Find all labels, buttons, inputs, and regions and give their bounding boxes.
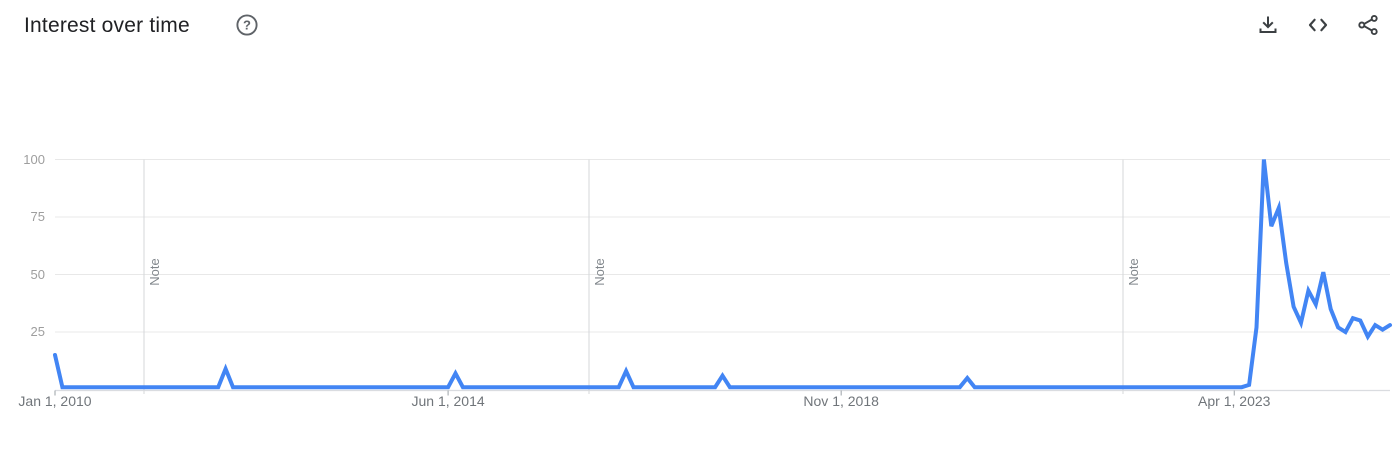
toolbar bbox=[1248, 6, 1388, 46]
y-tick-label-25: 25 bbox=[30, 324, 45, 339]
embed-icon bbox=[1306, 13, 1330, 40]
x-tick-label-3: Apr 1, 2023 bbox=[1198, 393, 1271, 409]
y-tick-label-100: 100 bbox=[23, 151, 45, 167]
help-icon: ? bbox=[235, 13, 259, 40]
note-annotation-2[interactable]: Note bbox=[1126, 258, 1141, 286]
page-title: Interest over time bbox=[24, 14, 190, 37]
download-icon bbox=[1256, 13, 1280, 40]
embed-button[interactable] bbox=[1298, 6, 1338, 46]
x-tick-label-0: Jan 1, 2010 bbox=[18, 393, 92, 409]
share-button[interactable] bbox=[1348, 6, 1388, 46]
y-tick-label-50: 50 bbox=[30, 266, 45, 282]
note-annotation-0[interactable]: Note bbox=[147, 258, 162, 286]
interest-line-series bbox=[53, 159, 1392, 390]
y-tick-label-75: 75 bbox=[30, 209, 45, 224]
widget-header: Interest over time ? bbox=[0, 0, 1396, 52]
help-button[interactable]: ? bbox=[232, 11, 262, 41]
x-tick-label-2: Nov 1, 2018 bbox=[803, 393, 879, 409]
svg-text:?: ? bbox=[243, 17, 251, 32]
share-icon bbox=[1356, 13, 1380, 40]
download-button[interactable] bbox=[1248, 6, 1288, 46]
x-tick-label-1: Jun 1, 2014 bbox=[411, 393, 485, 409]
note-annotation-1[interactable]: Note bbox=[592, 258, 607, 286]
